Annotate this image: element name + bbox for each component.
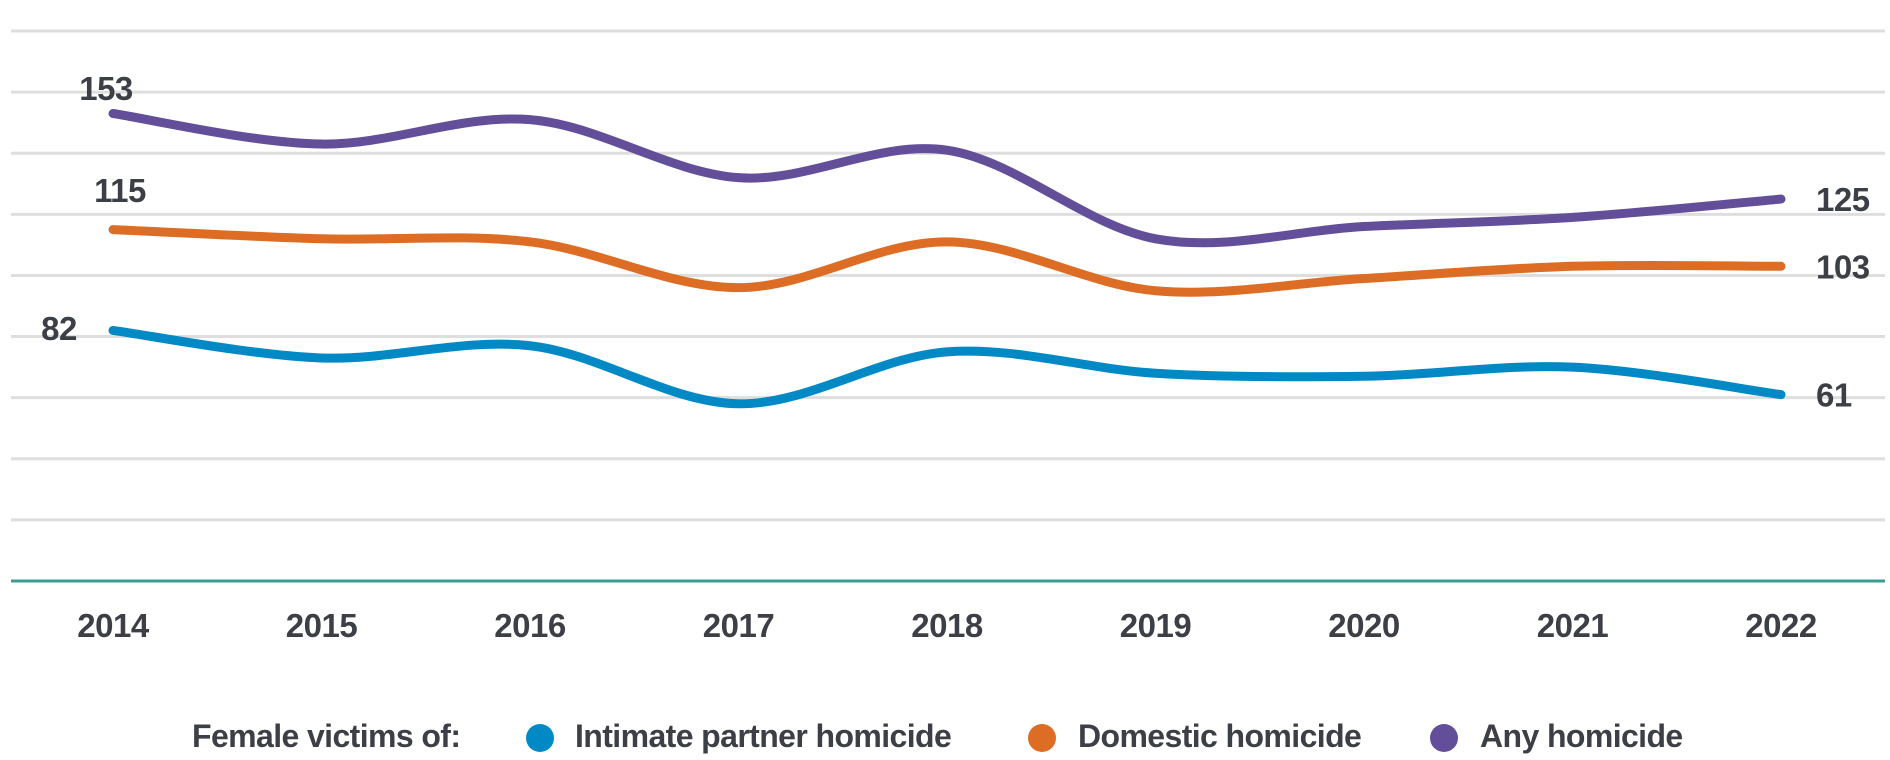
legend-dot-intimate-partner-homicide	[526, 724, 554, 752]
legend-dot-domestic-homicide	[1028, 724, 1056, 752]
legend-dot-any-homicide	[1430, 724, 1458, 752]
grid-lines	[11, 29, 1885, 522]
value-labels: 153 125 115 103 82 61	[41, 70, 1870, 414]
legend-label-intimate-partner-homicide: Intimate partner homicide	[575, 718, 952, 754]
x-tick-label-2018: 2018	[911, 607, 983, 644]
value-label-domestic-start: 115	[94, 172, 146, 209]
value-label-intimate-start: 82	[41, 310, 77, 347]
value-label-any-end: 125	[1816, 181, 1870, 218]
x-tick-label-2017: 2017	[703, 607, 774, 644]
legend-label-domestic-homicide: Domestic homicide	[1078, 718, 1362, 754]
legend: Female victims of: Intimate partner homi…	[0, 716, 1890, 760]
x-tick-label-2020: 2020	[1328, 607, 1399, 644]
x-tick-label-2015: 2015	[286, 607, 358, 644]
series-line-any	[108, 109, 1786, 248]
legend-title: Female victims of:	[192, 718, 461, 754]
x-tick-label-2016: 2016	[494, 607, 566, 644]
x-tick-label-2022: 2022	[1745, 607, 1817, 644]
x-tick-label-2019: 2019	[1120, 607, 1192, 644]
value-label-any-start: 153	[79, 70, 133, 107]
series-lines	[108, 109, 1786, 409]
series-line-domestic	[108, 225, 1786, 297]
value-label-intimate-end: 61	[1816, 377, 1852, 414]
value-label-domestic-end: 103	[1816, 248, 1870, 285]
x-tick-label-2014: 2014	[77, 607, 150, 644]
x-tick-label-2021: 2021	[1537, 607, 1609, 644]
x-axis-tick-labels: 2014 2015 2016 2017 2018 2019 2020 2021 2022	[77, 607, 1817, 644]
series-line-intimate	[108, 325, 1786, 409]
legend-label-any-homicide: Any homicide	[1480, 718, 1683, 754]
